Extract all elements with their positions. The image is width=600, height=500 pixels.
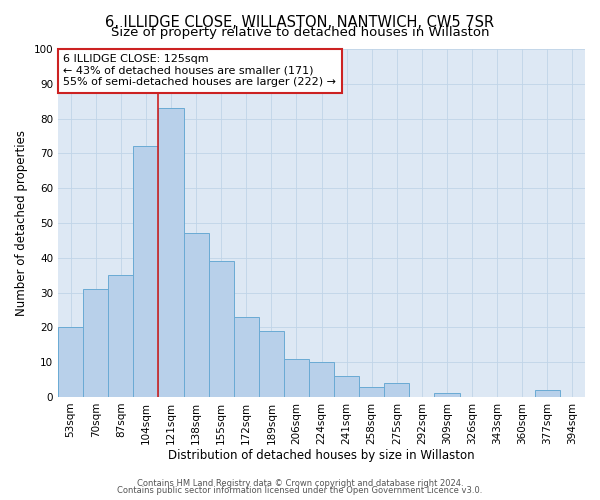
Bar [535,390,560,397]
Bar [309,362,334,397]
X-axis label: Distribution of detached houses by size in Willaston: Distribution of detached houses by size … [168,450,475,462]
Text: Size of property relative to detached houses in Willaston: Size of property relative to detached ho… [111,26,489,39]
Bar [58,328,83,397]
Bar [158,108,184,397]
Bar [108,275,133,397]
Text: 6, ILLIDGE CLOSE, WILLASTON, NANTWICH, CW5 7SR: 6, ILLIDGE CLOSE, WILLASTON, NANTWICH, C… [106,15,494,30]
Text: 6 ILLIDGE CLOSE: 125sqm
← 43% of detached houses are smaller (171)
55% of semi-d: 6 ILLIDGE CLOSE: 125sqm ← 43% of detache… [64,54,337,88]
Text: Contains HM Land Registry data © Crown copyright and database right 2024.: Contains HM Land Registry data © Crown c… [137,478,463,488]
Bar [233,317,259,397]
Bar [259,331,284,397]
Text: Contains public sector information licensed under the Open Government Licence v3: Contains public sector information licen… [118,486,482,495]
Y-axis label: Number of detached properties: Number of detached properties [15,130,28,316]
Bar [133,146,158,397]
Bar [359,386,384,397]
Bar [434,394,460,397]
Bar [334,376,359,397]
Bar [83,289,108,397]
Bar [184,234,209,397]
Bar [384,383,409,397]
Bar [284,358,309,397]
Bar [209,262,233,397]
